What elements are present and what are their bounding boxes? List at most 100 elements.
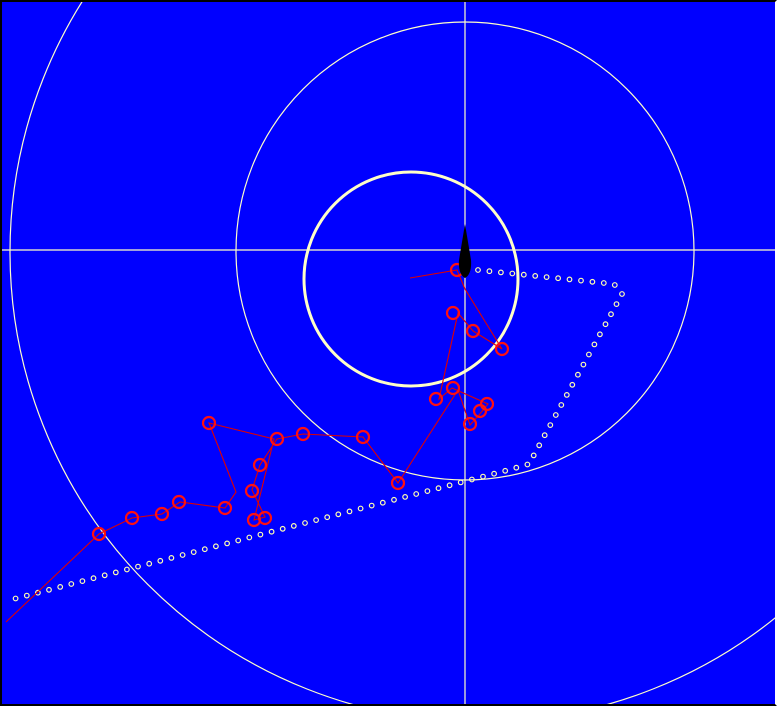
path-dot	[257, 531, 264, 538]
track-marker	[201, 415, 217, 431]
path-dot	[90, 575, 97, 582]
track-marker	[428, 391, 444, 407]
path-dot	[235, 537, 242, 544]
path-dot	[446, 482, 453, 489]
path-dot	[290, 523, 297, 529]
dotted-path	[12, 267, 625, 602]
track-marker	[494, 341, 510, 357]
track-marker	[472, 403, 488, 419]
track-marker	[269, 431, 285, 447]
path-dot	[543, 274, 550, 281]
path-dot	[424, 488, 431, 495]
path-dot	[268, 528, 275, 535]
path-dot	[157, 557, 164, 564]
path-dot	[619, 291, 625, 297]
path-dot	[547, 422, 554, 429]
path-dot	[600, 280, 607, 286]
path-dot	[391, 496, 397, 503]
path-dot	[597, 331, 603, 338]
path-dot	[536, 442, 543, 449]
path-dot	[23, 592, 30, 599]
path-dot	[413, 491, 420, 497]
path-dot	[541, 432, 548, 439]
path-dot	[558, 402, 565, 408]
track-marker	[217, 500, 233, 516]
path-dot	[566, 276, 573, 283]
path-dot	[112, 569, 119, 576]
path-dot	[580, 361, 587, 368]
triangle-marker-icon	[458, 224, 472, 278]
path-dot	[324, 514, 331, 521]
path-dot	[552, 412, 559, 418]
path-dot	[586, 351, 592, 358]
track-marker	[462, 416, 478, 432]
path-dot	[520, 271, 527, 278]
path-dot	[532, 273, 539, 279]
path-dot	[611, 282, 618, 288]
path-dot	[123, 566, 130, 573]
path-dot	[575, 371, 581, 378]
path-dot	[46, 586, 52, 593]
path-dot	[168, 555, 175, 561]
path-dot	[569, 381, 576, 388]
path-dot	[486, 268, 493, 275]
path-dot	[335, 511, 342, 518]
track-markers	[91, 262, 510, 542]
path-dot	[602, 321, 609, 328]
path-dot	[357, 505, 364, 512]
path-dot	[246, 534, 253, 541]
path-dot	[578, 277, 584, 284]
track-marker	[445, 305, 461, 321]
path-dot	[101, 572, 108, 579]
path-dot	[68, 581, 75, 587]
path-dot	[435, 485, 442, 492]
path-dot	[513, 464, 520, 471]
path-dot	[190, 549, 197, 555]
path-dot	[346, 508, 353, 515]
path-dot	[457, 479, 464, 486]
path-dot	[613, 301, 620, 308]
path-dot	[608, 311, 614, 318]
track-marker	[244, 483, 260, 499]
path-dot	[491, 470, 498, 477]
path-dot	[135, 563, 141, 570]
path-dot	[212, 543, 219, 550]
path-dot	[502, 467, 509, 474]
track-marker	[252, 457, 268, 473]
track-marker	[465, 323, 481, 339]
path-dot	[313, 517, 320, 523]
path-dot	[555, 275, 561, 282]
red-track	[5, 269, 503, 623]
path-dot	[146, 560, 153, 567]
range-ring-3	[9, 2, 775, 704]
path-dot	[591, 341, 598, 348]
path-dot	[79, 578, 86, 584]
track-line	[5, 269, 503, 623]
track-marker	[91, 526, 107, 542]
path-dot	[524, 461, 531, 468]
track-marker	[246, 512, 262, 528]
track-marker	[355, 429, 371, 445]
range-ring-1	[302, 170, 520, 388]
path-dot	[201, 546, 208, 553]
track-marker	[445, 380, 461, 396]
path-dot	[469, 476, 475, 483]
path-dot	[35, 589, 41, 596]
path-dot	[224, 540, 231, 547]
track-marker	[154, 506, 170, 522]
path-dot	[302, 520, 308, 526]
path-dot	[12, 595, 19, 602]
path-dot	[179, 552, 186, 558]
path-dot	[279, 525, 286, 532]
track-marker	[295, 426, 311, 442]
path-dot	[480, 473, 486, 480]
track-marker	[124, 510, 140, 526]
path-dot	[368, 502, 375, 509]
path-dot	[402, 494, 409, 500]
path-dot	[475, 267, 481, 273]
path-dot	[530, 452, 537, 459]
vessel-marker[interactable]	[458, 224, 472, 278]
path-dot	[589, 278, 596, 285]
